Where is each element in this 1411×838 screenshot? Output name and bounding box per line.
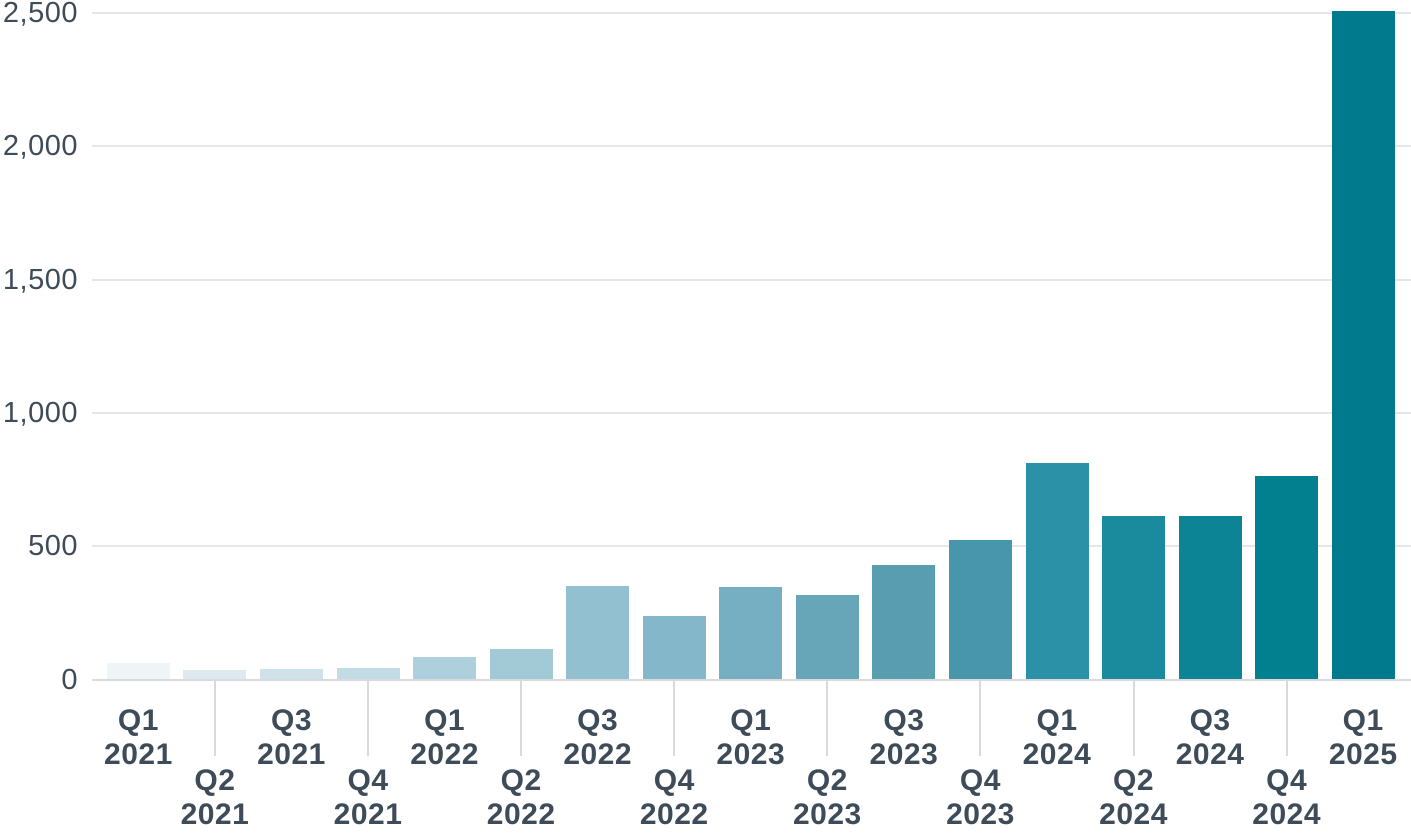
y-gridline-1500 (92, 278, 1411, 281)
x-label-year: 2021 (257, 738, 326, 771)
x-tick-label-q1-2024: Q1 2024 (992, 704, 1122, 772)
x-tick-label-q3-2021: Q3 2021 (227, 704, 357, 772)
x-axis-line (92, 678, 1411, 681)
x-label-year: 2021 (104, 738, 173, 771)
x-label-year: 2022 (639, 798, 709, 831)
x-label-quarter: Q2 (806, 764, 848, 797)
x-tick-label-q2-2022: Q2 2022 (456, 764, 586, 832)
x-tick-line-q2-2023 (826, 681, 829, 756)
x-tick-label-q2-2021: Q2 2021 (150, 764, 280, 832)
x-tick-line-q4-2022 (673, 681, 676, 756)
bar-q4-2023 (948, 540, 1012, 680)
x-label-quarter: Q1 (424, 704, 466, 737)
x-tick-line-q4-2024 (1285, 681, 1288, 756)
x-label-year: 2023 (716, 738, 786, 771)
x-label-quarter: Q2 (1113, 764, 1155, 797)
x-tick-label-q2-2023: Q2 2023 (762, 764, 892, 832)
y-gridline-500 (92, 545, 1411, 548)
bar-q3-2023 (872, 564, 936, 680)
bar-q2-2023 (795, 594, 859, 680)
x-label-quarter: Q3 (883, 704, 925, 737)
x-label-quarter: Q1 (730, 704, 772, 737)
x-tick-label-q4-2021: Q4 2021 (303, 764, 433, 832)
y-tick-label-500: 500 (28, 530, 78, 563)
x-label-year: 2021 (180, 798, 250, 831)
x-label-quarter: Q4 (653, 764, 695, 797)
x-tick-label-q3-2022: Q3 2022 (533, 704, 663, 772)
x-label-quarter: Q3 (270, 704, 313, 737)
x-label-quarter: Q4 (347, 764, 389, 797)
x-label-year: 2023 (869, 738, 939, 771)
x-tick-label-q1-2023: Q1 2023 (686, 704, 816, 772)
y-tick-label-2500: 2,500 (2, 0, 78, 29)
bar-q3-2022 (566, 586, 630, 680)
x-label-year: 2021 (333, 798, 403, 831)
x-label-quarter: Q2 (500, 764, 542, 797)
x-tick-label-q1-2021: Q1 2021 (73, 704, 203, 772)
bar-q3-2021 (260, 669, 323, 680)
x-label-year: 2022 (563, 738, 633, 771)
x-label-quarter: Q3 (577, 704, 619, 737)
x-label-quarter: Q1 (1036, 704, 1078, 737)
x-label-year: 2023 (792, 798, 862, 831)
y-gridline-2000 (92, 145, 1411, 148)
bar-q3-2024 (1178, 515, 1242, 680)
x-tick-line-q4-2023 (979, 681, 982, 756)
x-tick-label-q1-2022: Q1 2022 (380, 704, 510, 772)
x-label-quarter: Q4 (959, 764, 1001, 797)
x-label-year: 2024 (1099, 798, 1168, 831)
x-label-year: 2024 (1252, 798, 1322, 831)
x-label-year: 2022 (410, 738, 479, 771)
x-tick-line-q2-2022 (520, 681, 523, 756)
x-tick-line-q2-2021 (213, 681, 216, 756)
y-tick-label-0: 0 (61, 663, 78, 696)
x-tick-line-q4-2021 (367, 681, 370, 756)
x-label-year: 2023 (946, 798, 1015, 831)
x-tick-label-q4-2023: Q4 2023 (915, 764, 1045, 832)
x-label-year: 2024 (1175, 738, 1245, 771)
x-tick-label-q4-2024: Q4 2024 (1222, 764, 1352, 832)
x-label-year: 2025 (1328, 738, 1398, 771)
x-tick-label-q3-2023: Q3 2023 (839, 704, 969, 772)
bar-q4-2021 (336, 667, 400, 680)
bar-q1-2021 (106, 662, 170, 680)
x-tick-label-q3-2024: Q3 2024 (1145, 704, 1275, 772)
bar-q1-2024 (1025, 462, 1089, 680)
x-label-quarter: Q1 (1342, 704, 1384, 737)
bar-q2-2021 (183, 670, 247, 680)
y-gridline-2500 (92, 12, 1411, 14)
y-gridline-1000 (92, 411, 1411, 414)
x-label-quarter: Q1 (117, 704, 159, 737)
x-label-year: 2022 (486, 798, 556, 831)
x-label-quarter: Q2 (194, 764, 236, 797)
bar-q1-2025 (1331, 11, 1395, 680)
bar-q4-2024 (1255, 475, 1319, 680)
x-tick-line-q2-2024 (1132, 681, 1135, 756)
bar-q1-2022 (413, 656, 477, 680)
y-tick-label-2000: 2,000 (2, 130, 78, 163)
bar-q2-2022 (489, 649, 553, 680)
bar-q2-2024 (1102, 516, 1166, 680)
x-tick-label-q1-2025: Q1 2025 (1298, 704, 1411, 772)
y-tick-label-1000: 1,000 (2, 396, 78, 429)
x-label-year: 2024 (1022, 738, 1092, 771)
bar-q4-2022 (642, 616, 706, 680)
x-label-quarter: Q3 (1189, 704, 1231, 737)
x-tick-label-q4-2022: Q4 2022 (609, 764, 739, 832)
x-tick-label-q2-2024: Q2 2024 (1069, 764, 1199, 832)
y-tick-label-1500: 1,500 (2, 263, 78, 296)
bar-q1-2023 (719, 586, 783, 680)
x-label-quarter: Q4 (1266, 764, 1308, 797)
